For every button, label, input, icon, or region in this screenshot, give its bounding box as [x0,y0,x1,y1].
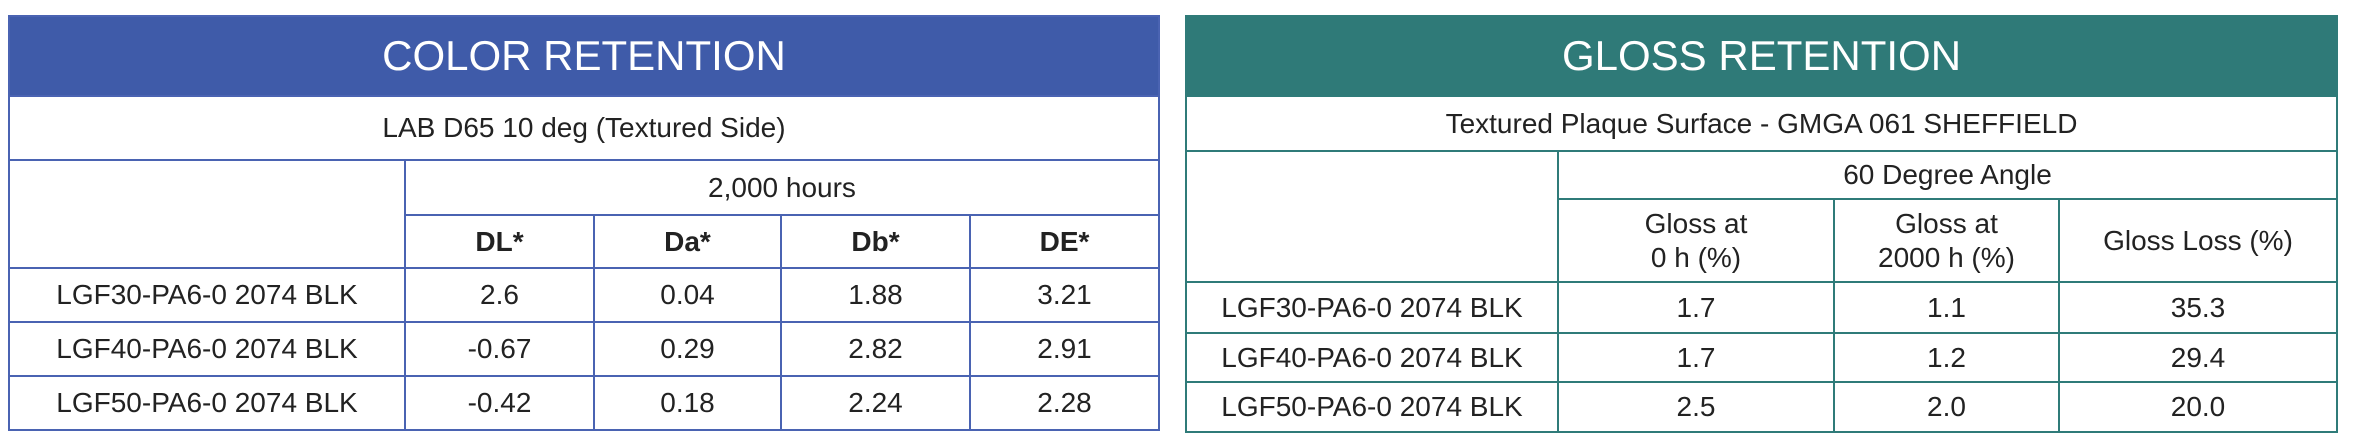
row-label: LGF50-PA6-0 2074 BLK [8,375,406,431]
gloss-retention-table: GLOSS RETENTION Textured Plaque Surface -… [1185,15,2338,433]
table-row: LGF40-PA6-0 2074 BLK 1.7 1.2 29.4 [1185,332,2338,383]
table-row: Gloss at 0 h (%) Gloss at 2000 h (%) Gloss… [1186,198,2338,283]
row-label: LGF50-PA6-0 2074 BLK [1185,381,1559,433]
value-cell: 0.29 [593,321,782,377]
row-label: LGF40-PA6-0 2074 BLK [1185,332,1559,383]
value-cell: 2.0 [1833,381,2060,433]
value-cell: 1.88 [780,267,971,323]
table-subtitle: Textured Plaque Surface - GMGA 061 SHEFF… [1185,95,2338,152]
value-cell: 35.3 [2058,281,2338,334]
column-header: Gloss at 2000 h (%) [1833,198,2060,283]
row-label: LGF40-PA6-0 2074 BLK [8,321,406,377]
blank-cell [8,159,406,269]
value-cell: 1.1 [1833,281,2060,334]
column-group: 2,000 hours [404,159,1160,216]
table-row: GLOSS RETENTION [1185,15,2338,97]
column-header: DE* [969,214,1160,269]
table-row: LGF50-PA6-0 2074 BLK 2.5 2.0 20.0 [1185,381,2338,433]
value-cell: 2.6 [404,267,595,323]
column-header: Gloss Loss (%) [2058,198,2338,283]
table-row: LGF40-PA6-0 2074 BLK -0.67 0.29 2.82 2.91 [8,321,1160,377]
column-header: Da* [593,214,782,269]
table-row: LAB D65 10 deg (Textured Side) [8,95,1160,161]
value-cell: 2.82 [780,321,971,377]
value-cell: 2.5 [1557,381,1835,433]
value-cell: 1.2 [1833,332,2060,383]
table-row: 2,000 hours [8,159,1160,269]
value-cell: 2.24 [780,375,971,431]
value-cell: 3.21 [969,267,1160,323]
value-cell: 1.7 [1557,332,1835,383]
column-header: Gloss at 0 h (%) [1557,198,1835,283]
table-row: Textured Plaque Surface - GMGA 061 SHEFF… [1185,95,2338,152]
row-label: LGF30-PA6-0 2074 BLK [1185,281,1559,334]
value-cell: 0.04 [593,267,782,323]
color-retention-table: COLOR RETENTION LAB D65 10 deg (Textured … [8,15,1160,431]
blank-cell [1185,150,1559,283]
column-header: Db* [780,214,971,269]
table-row: LGF50-PA6-0 2074 BLK -0.42 0.18 2.24 2.28 [8,375,1160,431]
value-cell: 1.7 [1557,281,1835,334]
table-title: COLOR RETENTION [8,15,1160,97]
table-row: LGF30-PA6-0 2074 BLK 1.7 1.1 35.3 [1185,281,2338,334]
column-header: DL* [404,214,595,269]
value-cell: -0.42 [404,375,595,431]
table-row: DL* Da* Db* DE* [9,214,1160,269]
value-cell: 2.91 [969,321,1160,377]
row-label: LGF30-PA6-0 2074 BLK [8,267,406,323]
value-cell: 0.18 [593,375,782,431]
column-group: 60 Degree Angle [1557,150,2338,200]
table-row: COLOR RETENTION [8,15,1160,97]
table-row: 60 Degree Angle [1185,150,2338,283]
value-cell: 29.4 [2058,332,2338,383]
table-row: LGF30-PA6-0 2074 BLK 2.6 0.04 1.88 3.21 [8,267,1160,323]
table-title: GLOSS RETENTION [1185,15,2338,97]
value-cell: 2.28 [969,375,1160,431]
table-subtitle: LAB D65 10 deg (Textured Side) [8,95,1160,161]
value-cell: -0.67 [404,321,595,377]
value-cell: 20.0 [2058,381,2338,433]
